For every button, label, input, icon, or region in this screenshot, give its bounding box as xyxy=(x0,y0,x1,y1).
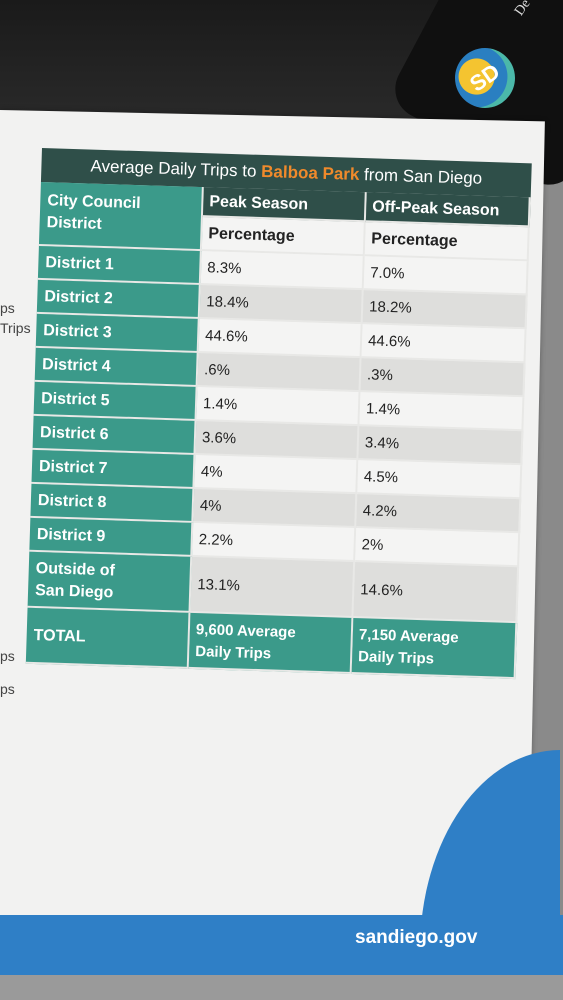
peak-cell: 4% xyxy=(194,454,359,495)
offpeak-cell: 18.2% xyxy=(362,290,528,330)
district-cell: District 6 xyxy=(32,415,197,455)
district-cell: District 5 xyxy=(33,381,198,421)
header-district: City Council District xyxy=(38,181,204,252)
title-text-end: from San Diego xyxy=(359,164,483,188)
side-fragment: Trips xyxy=(0,320,31,336)
peak-cell: 8.3% xyxy=(200,251,365,291)
footer-url: sandiego.gov xyxy=(355,927,478,948)
header-peak-col: Peak Season Percentage xyxy=(201,187,367,257)
peak-cell: 44.6% xyxy=(198,319,363,359)
total-offpeak-line2: Daily Trips xyxy=(357,648,435,668)
offpeak-cell: 2% xyxy=(355,528,521,568)
side-fragment: ps xyxy=(0,681,15,697)
offpeak-cell: 4.5% xyxy=(357,460,523,500)
peak-cell: .6% xyxy=(197,353,362,393)
total-label: TOTAL xyxy=(25,607,191,669)
district-cell: District 8 xyxy=(30,483,195,523)
offpeak-cell: 7.0% xyxy=(363,256,529,296)
surface-below xyxy=(0,975,563,1000)
blue-footer-band xyxy=(0,915,563,975)
district-cell: District 3 xyxy=(35,313,200,354)
peak-cell: 3.6% xyxy=(195,420,360,461)
total-peak-line2: Daily Trips xyxy=(194,643,272,663)
district-cell: District 7 xyxy=(31,449,196,489)
district-cell: District 4 xyxy=(34,347,199,388)
header-district-line2: District xyxy=(46,214,103,233)
offpeak-cell: 3.4% xyxy=(358,426,524,466)
outside-peak-cell: 13.1% xyxy=(190,556,356,619)
side-fragment: ps xyxy=(0,648,15,664)
total-peak-cell: 9,600 Average Daily Trips xyxy=(188,612,354,674)
side-fragment: ps xyxy=(0,300,15,316)
peak-cell: 4% xyxy=(193,488,358,529)
total-offpeak-cell: 7,150 Average Daily Trips xyxy=(351,618,518,680)
peak-cell: 2.2% xyxy=(192,522,357,563)
peak-cell: 1.4% xyxy=(196,387,361,427)
header-offpeak-col: Off-Peak Season Percentage xyxy=(364,192,531,262)
title-highlight: Balboa Park xyxy=(260,161,360,184)
subheader-peak: Percentage xyxy=(201,217,366,257)
subheader-offpeak: Percentage xyxy=(364,222,530,262)
offpeak-cell: .3% xyxy=(360,358,526,398)
title-text: Average Daily Trips to xyxy=(90,156,262,181)
trips-table: Average Daily Trips to Balboa Park from … xyxy=(25,148,532,680)
district-cell: District 9 xyxy=(29,517,194,557)
offpeak-cell: 4.2% xyxy=(356,494,522,534)
outside-line2: San Diego xyxy=(34,582,114,602)
peak-cell: 18.4% xyxy=(199,285,364,325)
outside-cell: Outside of San Diego xyxy=(27,551,193,613)
offpeak-cell: 1.4% xyxy=(359,392,525,432)
outside-offpeak-cell: 14.6% xyxy=(353,562,520,624)
offpeak-cell: 44.6% xyxy=(361,324,527,364)
district-cell: District 2 xyxy=(36,279,201,320)
district-cell: District 1 xyxy=(37,245,202,286)
